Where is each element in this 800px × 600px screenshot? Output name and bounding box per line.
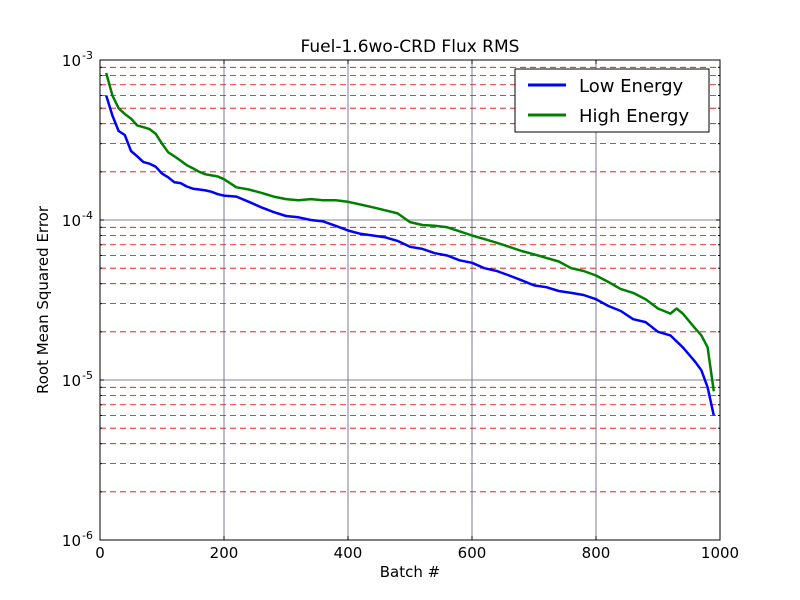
y-axis-label: Root Mean Squared Error — [34, 205, 52, 394]
y-tick-label: 10 — [62, 52, 81, 70]
x-tick-label: 1000 — [701, 544, 739, 562]
x-tick-label: 600 — [458, 544, 487, 562]
x-tick-label: 400 — [334, 544, 363, 562]
legend: Low Energy High Energy — [514, 68, 710, 133]
y-tick-label-exponent: -5 — [82, 369, 93, 382]
y-tick-label-exponent: -3 — [82, 49, 93, 62]
x-tick-label: 800 — [582, 544, 611, 562]
legend-frame — [514, 68, 710, 133]
y-tick-label: 10 — [62, 532, 81, 550]
y-tick-label-exponent: -6 — [82, 529, 93, 542]
chart-title: Fuel-1.6wo-CRD Flux RMS — [301, 37, 520, 57]
x-tick-label: 0 — [95, 544, 105, 562]
y-tick-label: 10 — [62, 372, 81, 390]
x-tick-label: 200 — [210, 544, 239, 562]
series-line-low-energy — [105, 95, 716, 416]
series-layer — [104, 72, 716, 416]
y-tick-label-exponent: -4 — [82, 209, 93, 222]
series-line-high-energy — [104, 72, 716, 392]
tick-layer: 10 -310 -410 -510 -60 200 400 600 800 1000 — [62, 49, 739, 562]
y-tick-label: 10 — [62, 212, 81, 230]
legend-label-low-energy: Low Energy — [579, 76, 684, 97]
grid-layer — [100, 60, 720, 540]
plot-frame — [99, 59, 721, 541]
plot-area — [100, 60, 720, 540]
x-axis-label: Batch # — [380, 563, 440, 581]
legend-label-high-energy: High Energy — [579, 106, 689, 127]
